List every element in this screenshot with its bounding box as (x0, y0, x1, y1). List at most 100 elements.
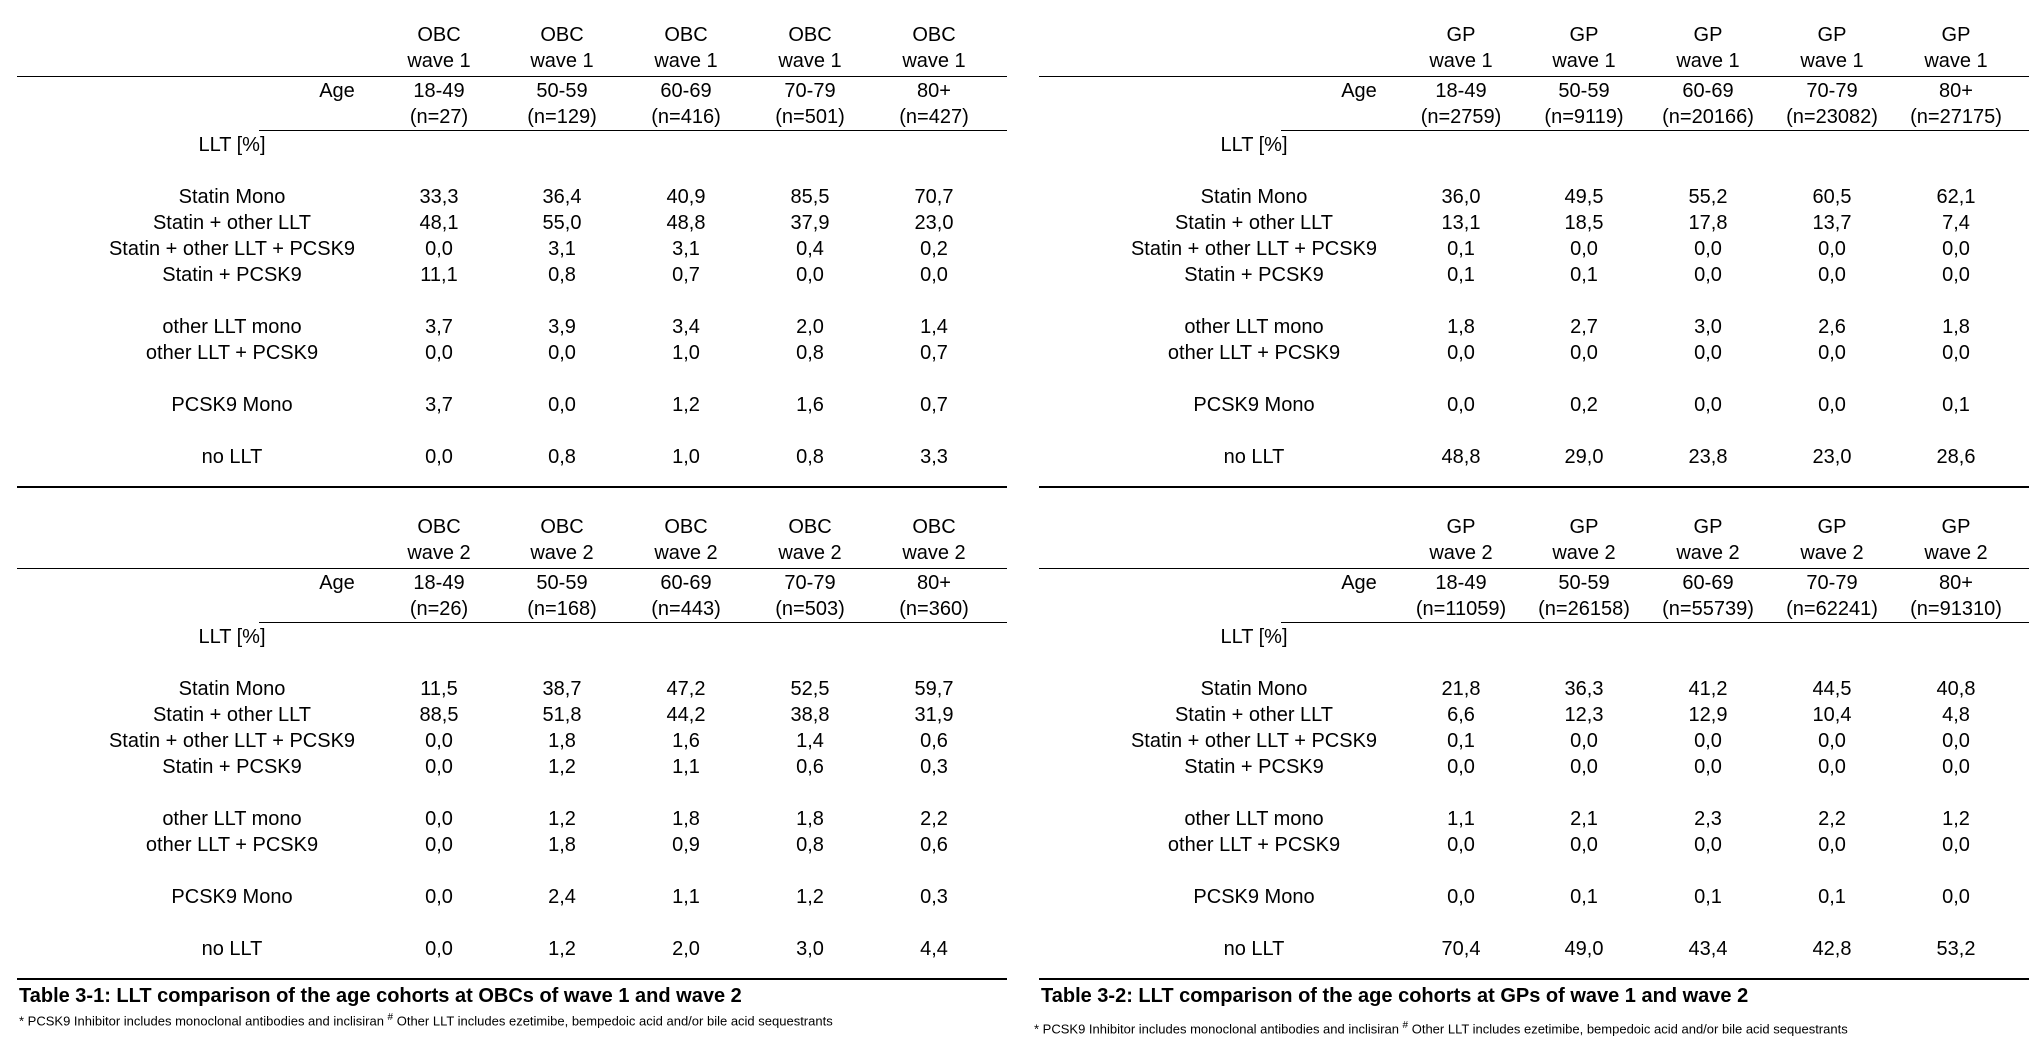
table-cell: 44,2 (666, 704, 706, 726)
table-cell: 1,1 (672, 886, 700, 908)
column-sample-size: (n=416) (651, 106, 721, 128)
table-cell: 0,0 (1818, 394, 1846, 416)
table-cell: 2,2 (1818, 808, 1846, 830)
column-wave-label: wave 2 (1924, 542, 1988, 564)
column-sample-size: (n=62241) (1786, 598, 1878, 620)
footnote-text-1: * PCSK9 Inhibitor includes monoclonal an… (19, 1013, 388, 1029)
llt-label: LLT [%] (1220, 134, 1288, 156)
table-cell: 1,1 (1447, 808, 1475, 830)
table-cell: 3,9 (548, 316, 576, 338)
column-group-label: GP (1569, 516, 1599, 538)
column-sample-size: (n=55739) (1662, 598, 1754, 620)
table-cell: 1,2 (672, 394, 700, 416)
column-group-label: GP (1446, 516, 1476, 538)
row-label: PCSK9 Mono (171, 886, 293, 908)
table-cell: 48,8 (666, 212, 706, 234)
table-cell: 0,0 (796, 264, 824, 286)
row-label: Statin + PCSK9 (1184, 756, 1324, 778)
column-group-label: OBC (912, 516, 956, 538)
table-cell: 48,8 (1441, 446, 1481, 468)
table-cell: 1,2 (796, 886, 824, 908)
table-cell: 1,1 (672, 756, 700, 778)
table-cell: 44,5 (1812, 678, 1852, 700)
column-sample-size: (n=23082) (1786, 106, 1878, 128)
table-cell: 0,0 (1447, 834, 1475, 856)
table-cell: 0,0 (1942, 834, 1970, 856)
age-label: Age (319, 80, 355, 102)
column-age-range: 18-49 (413, 572, 465, 594)
column-group-label: OBC (540, 516, 584, 538)
table-cell: 2,0 (672, 938, 700, 960)
table-cell: 0,0 (1447, 756, 1475, 778)
table-cell: 0,1 (1570, 264, 1598, 286)
column-group-label: OBC (788, 516, 832, 538)
table-cell: 0,3 (920, 886, 948, 908)
column-sample-size: (n=503) (775, 598, 845, 620)
caption-rule-right (1039, 978, 2029, 980)
table-cell: 1,6 (672, 730, 700, 752)
column-group-label: OBC (417, 24, 461, 46)
table-cell: 2,6 (1818, 316, 1846, 338)
column-wave-label: wave 1 (1800, 50, 1864, 72)
column-sample-size: (n=129) (527, 106, 597, 128)
table-cell: 3,7 (425, 394, 453, 416)
table-cell: 3,1 (672, 238, 700, 260)
column-wave-label: wave 1 (1552, 50, 1616, 72)
table-cell: 0,0 (1570, 342, 1598, 364)
footnote-text-2: Other LLT includes ezetimibe, bempedoic … (1408, 1021, 1848, 1037)
header-rule-full (17, 76, 1007, 77)
table-cell: 0,2 (1570, 394, 1598, 416)
row-label: Statin Mono (178, 678, 286, 700)
table-cell: 4,4 (920, 938, 948, 960)
table-cell: 2,4 (548, 886, 576, 908)
table-cell: 0,8 (548, 446, 576, 468)
row-label: Statin + other LLT (152, 704, 312, 726)
column-age-range: 50-59 (1558, 80, 1610, 102)
row-label: other LLT mono (1184, 316, 1324, 338)
table-cell: 23,0 (914, 212, 954, 234)
table-cell: 12,3 (1564, 704, 1604, 726)
column-sample-size: (n=427) (899, 106, 969, 128)
footnote-left: * PCSK9 Inhibitor includes monoclonal an… (19, 1010, 833, 1029)
column-wave-label: wave 1 (654, 50, 718, 72)
table-cell: 40,9 (666, 186, 706, 208)
table-cell: 59,7 (914, 678, 954, 700)
table-cell: 1,8 (672, 808, 700, 830)
table-cell: 31,9 (914, 704, 954, 726)
table-cell: 48,1 (419, 212, 459, 234)
row-label: Statin + PCSK9 (1184, 264, 1324, 286)
table-cell: 36,0 (1441, 186, 1481, 208)
column-group-label: GP (1941, 516, 1971, 538)
column-sample-size: (n=360) (899, 598, 969, 620)
column-age-range: 60-69 (1682, 572, 1734, 594)
table-cell: 6,6 (1447, 704, 1475, 726)
table-cell: 1,2 (1942, 808, 1970, 830)
table-cell: 0,6 (920, 834, 948, 856)
row-label: Statin + PCSK9 (162, 756, 302, 778)
column-wave-label: wave 1 (530, 50, 594, 72)
table-cell: 29,0 (1564, 446, 1604, 468)
table-cell: 40,8 (1936, 678, 1976, 700)
table-cell: 0,0 (425, 808, 453, 830)
table-cell: 0,7 (672, 264, 700, 286)
column-age-range: 80+ (1939, 572, 1973, 594)
table-cell: 3,0 (1694, 316, 1722, 338)
table-cell: 37,9 (790, 212, 830, 234)
table-cell: 0,0 (425, 342, 453, 364)
row-label: no LLT (201, 446, 263, 468)
llt-label: LLT [%] (198, 626, 266, 648)
column-group-label: OBC (417, 516, 461, 538)
row-label: Statin + other LLT (1174, 704, 1334, 726)
column-wave-label: wave 2 (530, 542, 594, 564)
footnote-hash-mark: # (1402, 1020, 1409, 1031)
table-cell: 3,4 (672, 316, 700, 338)
column-group-label: OBC (664, 24, 708, 46)
row-label: PCSK9 Mono (1193, 886, 1315, 908)
table-cell: 0,1 (1447, 264, 1475, 286)
table-cell: 0,7 (920, 342, 948, 364)
header-rule-columns (1281, 130, 2029, 131)
table-cell: 70,7 (914, 186, 954, 208)
table-cell: 0,0 (1942, 342, 1970, 364)
column-wave-label: wave 2 (902, 542, 966, 564)
table-cell: 0,0 (548, 342, 576, 364)
